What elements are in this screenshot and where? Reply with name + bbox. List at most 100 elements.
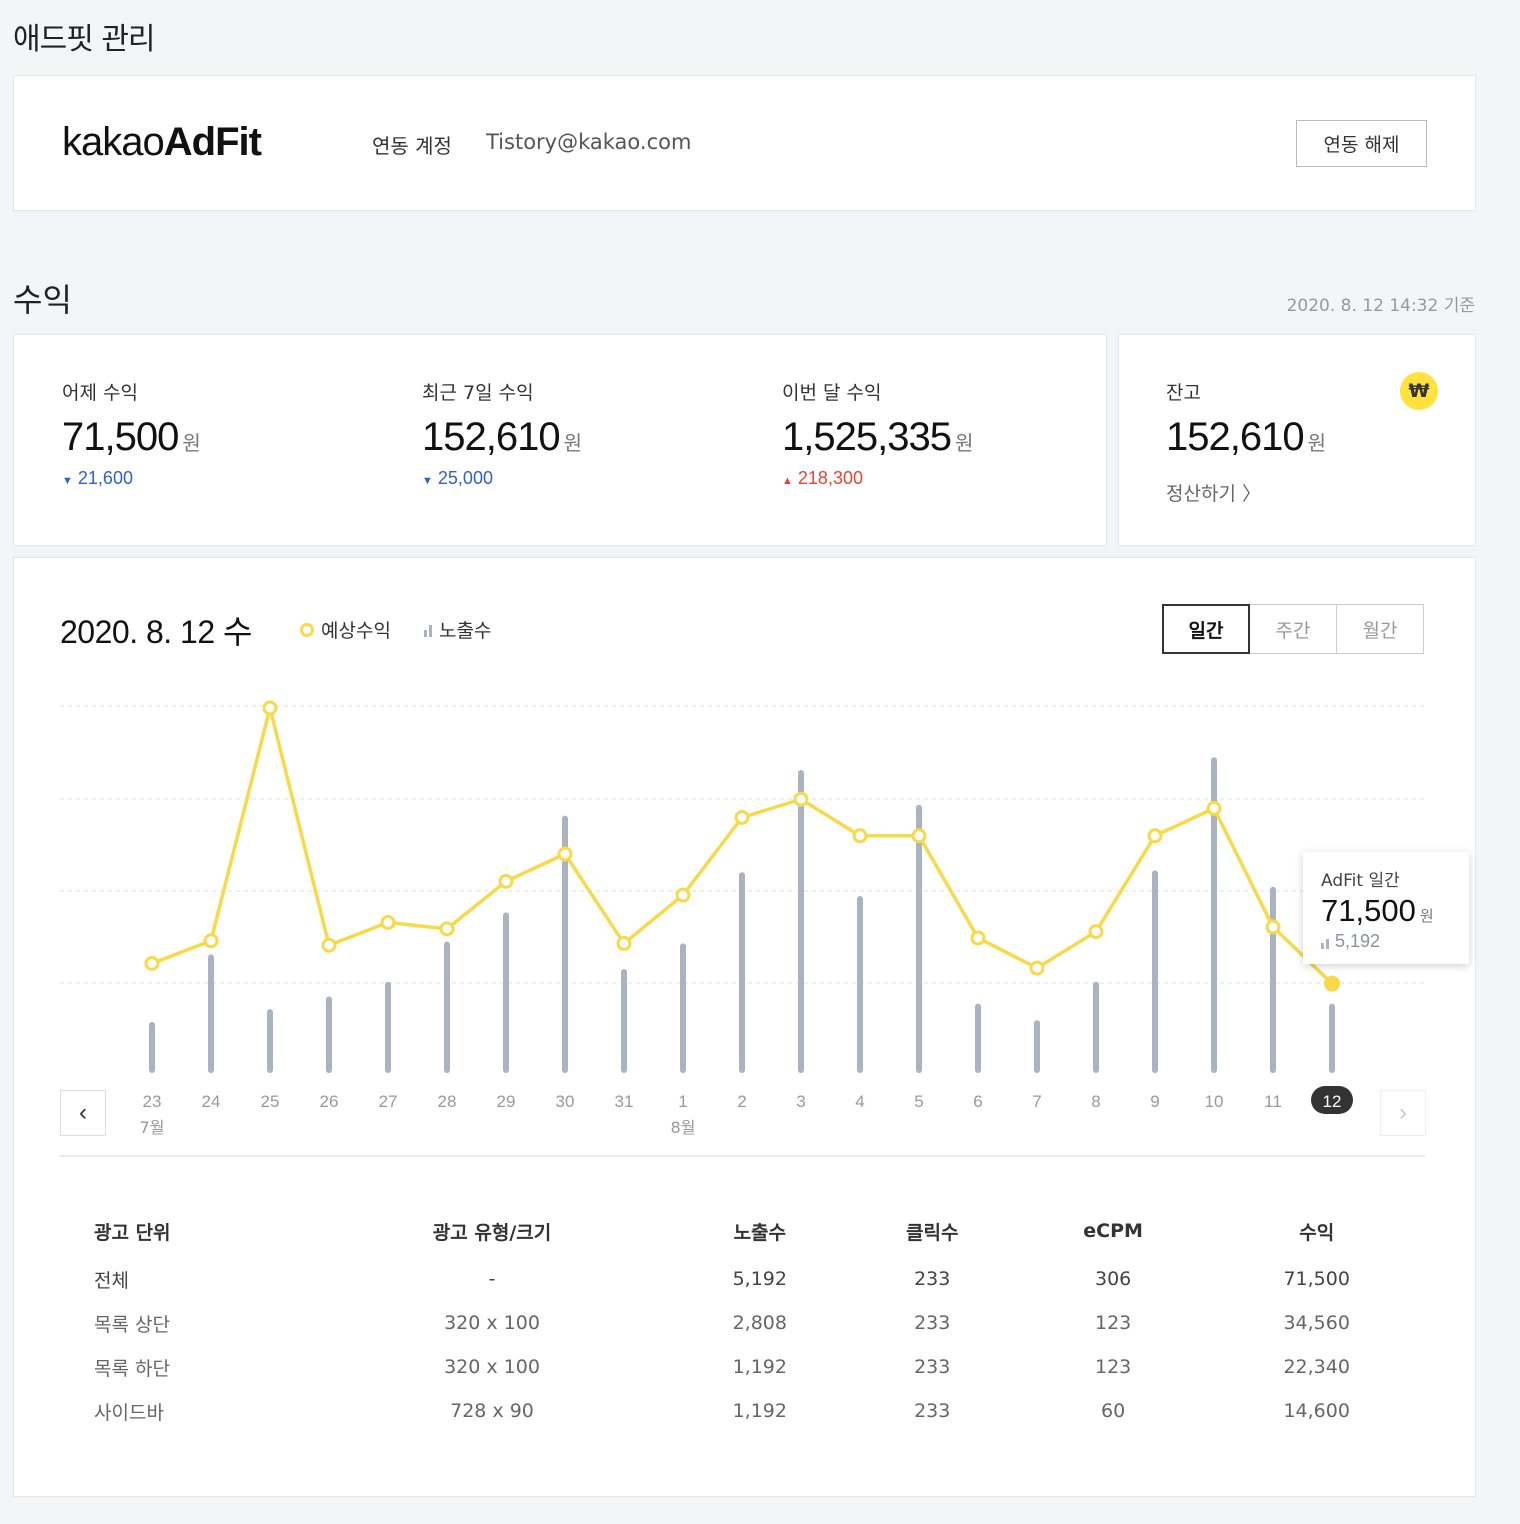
col-revenue: 수익	[1299, 1221, 1335, 1244]
impression-bar	[562, 815, 568, 1073]
stat-label: 어제 수익	[62, 382, 138, 404]
tooltip-value: 71,500	[1321, 893, 1416, 928]
tooltip-impressions: 5,192	[1321, 931, 1451, 952]
impression-bar	[1270, 886, 1276, 1073]
revenue-point-selected	[1324, 975, 1340, 992]
revenue-point	[203, 933, 219, 949]
table-row: 목록 하단 320 x 100 1,192 233 123 22,340	[62, 1345, 1424, 1389]
stat-delta: ▲ 218,300	[782, 468, 863, 488]
impression-bar	[208, 954, 214, 1073]
impression-bar	[385, 981, 391, 1073]
revenue-point	[321, 937, 337, 953]
x-tick-label: 31	[615, 1092, 634, 1111]
won-unit: 원	[1307, 431, 1326, 455]
col-impressions: 노출수	[733, 1221, 787, 1244]
cell: 71,500	[1283, 1268, 1350, 1290]
impression-bar	[1329, 1003, 1335, 1073]
stat-delta: ▼ 21,600	[62, 468, 133, 488]
revenue-point	[1029, 960, 1045, 976]
cell: 22,340	[1283, 1356, 1350, 1378]
down-arrow-icon: ▼	[62, 475, 73, 487]
revenue-point	[675, 887, 691, 903]
x-tick-label: 12	[1323, 1092, 1342, 1111]
cell: 34,560	[1283, 1312, 1350, 1334]
cell: 123	[1094, 1356, 1132, 1378]
table-row: 목록 상단 320 x 100 2,808 233 123 34,560	[62, 1301, 1424, 1345]
revenue-point	[262, 700, 278, 716]
impression-bar	[975, 1003, 981, 1073]
stat-yesterday: 어제 수익 71,500 원 ▼ 21,600	[62, 378, 201, 489]
cell: 1,192	[732, 1400, 787, 1422]
cell: 전체	[94, 1269, 129, 1292]
won-unit: 원	[1419, 907, 1434, 925]
x-tick-label: 30	[556, 1092, 575, 1111]
period-weekly-button[interactable]: 주간	[1249, 604, 1337, 654]
impression-bar	[1034, 1020, 1040, 1073]
cell: 목록 상단	[94, 1313, 170, 1336]
x-tick-label: 23	[143, 1092, 162, 1111]
cell: -	[488, 1268, 496, 1290]
revenue-point	[911, 828, 927, 844]
chart-next-button[interactable]: ›	[1380, 1090, 1426, 1136]
col-ad-unit: 광고 단위	[94, 1221, 171, 1244]
updated-timestamp: 2020. 8. 12 14:32 기준	[1286, 296, 1475, 316]
cell: 233	[914, 1268, 951, 1290]
cell: 1,192	[732, 1356, 787, 1378]
period-monthly-button[interactable]: 월간	[1336, 604, 1424, 654]
revenue-point	[144, 956, 160, 971]
revenue-point	[734, 810, 750, 825]
kakao-adfit-logo: kakaoAdFit	[62, 120, 262, 165]
x-tick-label: 7	[1032, 1092, 1041, 1111]
x-tick-label: 11	[1264, 1092, 1282, 1111]
cell: 728 x 90	[450, 1400, 534, 1422]
table-header-row: 광고 단위 광고 유형/크기 노출수 클릭수 eCPM 수익	[62, 1205, 1424, 1257]
revenue-point	[793, 791, 809, 807]
settle-link[interactable]: 정산하기 〉	[1166, 483, 1261, 505]
revenue-point	[439, 921, 455, 937]
cell: 60	[1101, 1400, 1126, 1422]
revenue-point	[616, 935, 632, 951]
revenue-point	[1147, 828, 1163, 844]
up-arrow-icon: ▲	[782, 475, 793, 487]
impression-bar	[326, 996, 332, 1073]
cell: 233	[914, 1400, 951, 1422]
stat-delta: ▼ 25,000	[422, 468, 493, 488]
legend-impressions-label: 노출수	[439, 620, 492, 642]
col-ecpm: eCPM	[1083, 1220, 1143, 1242]
month-label: 7월	[140, 1118, 165, 1137]
legend-revenue-label: 예상수익	[321, 620, 391, 642]
balance-label: 잔고	[1166, 382, 1201, 404]
x-tick-label: 4	[855, 1092, 864, 1111]
col-clicks: 클릭수	[905, 1221, 959, 1244]
impression-bar	[1211, 757, 1217, 1073]
cell: 233	[914, 1356, 951, 1378]
divider	[60, 1155, 1425, 1157]
won-coin-icon: ₩	[1400, 372, 1438, 410]
period-daily-button[interactable]: 일간	[1162, 604, 1250, 654]
x-tick-label: 3	[796, 1092, 805, 1111]
stat-label: 최근 7일 수익	[422, 382, 534, 404]
revenue-point	[1088, 924, 1104, 940]
chart-prev-button[interactable]: ‹	[60, 1090, 106, 1136]
cell: 목록 하단	[94, 1357, 170, 1380]
x-tick-label: 1	[678, 1092, 687, 1111]
cell: 2,808	[732, 1312, 787, 1334]
revenue-point	[557, 846, 573, 862]
cell: 233	[914, 1312, 951, 1334]
unlink-button[interactable]: 연동 해제	[1296, 120, 1427, 167]
cell: 사이드바	[94, 1401, 164, 1424]
impression-bar	[916, 804, 922, 1073]
x-tick-label: 10	[1205, 1092, 1224, 1111]
x-tick-label: 26	[320, 1092, 339, 1111]
legend-impressions: 노출수	[424, 616, 491, 643]
won-unit: 원	[954, 431, 974, 455]
selected-day-pill	[1311, 1086, 1353, 1114]
x-tick-label: 5	[914, 1092, 923, 1111]
impression-bar	[857, 895, 863, 1073]
stat-value: 1,525,335	[782, 415, 952, 459]
stat-value: 152,610	[422, 415, 561, 459]
linked-account-label: 연동 계정	[372, 134, 452, 158]
impression-bar	[1152, 870, 1158, 1073]
balance-block: 잔고 152,610 원	[1166, 378, 1326, 460]
chevron-right-icon: ›	[1399, 1099, 1407, 1126]
